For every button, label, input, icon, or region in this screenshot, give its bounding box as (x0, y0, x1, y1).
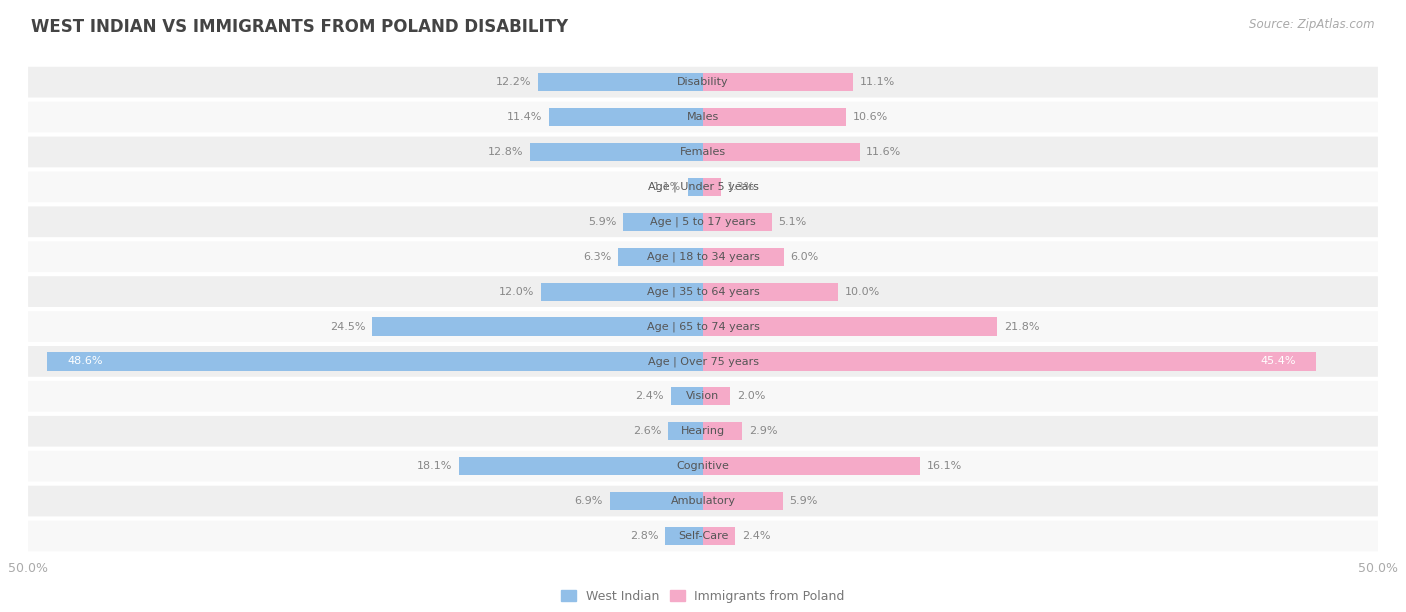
Bar (668, 422, 703, 440)
Text: 10.0%: 10.0% (845, 286, 880, 297)
Bar (623, 213, 703, 231)
Bar (703, 178, 720, 196)
FancyBboxPatch shape (28, 136, 1378, 167)
Text: 6.0%: 6.0% (790, 252, 818, 262)
Legend: West Indian, Immigrants from Poland: West Indian, Immigrants from Poland (557, 584, 849, 608)
Text: 16.1%: 16.1% (927, 461, 962, 471)
Text: 6.9%: 6.9% (575, 496, 603, 506)
Bar (703, 527, 735, 545)
Text: 2.8%: 2.8% (630, 531, 658, 541)
Bar (703, 213, 772, 231)
Bar (703, 248, 785, 266)
Bar (538, 73, 703, 91)
Text: 5.1%: 5.1% (779, 217, 807, 227)
Text: 11.6%: 11.6% (866, 147, 901, 157)
Bar (703, 353, 1316, 370)
Bar (458, 457, 703, 476)
Text: 21.8%: 21.8% (1004, 321, 1039, 332)
Text: Cognitive: Cognitive (676, 461, 730, 471)
FancyBboxPatch shape (28, 171, 1378, 202)
Bar (550, 108, 703, 126)
Text: 12.0%: 12.0% (499, 286, 534, 297)
Bar (671, 387, 703, 405)
Text: Males: Males (688, 112, 718, 122)
FancyBboxPatch shape (28, 241, 1378, 272)
Text: 11.4%: 11.4% (508, 112, 543, 122)
Text: 12.8%: 12.8% (488, 147, 523, 157)
Bar (688, 178, 703, 196)
Text: Age | Over 75 years: Age | Over 75 years (648, 356, 758, 367)
Text: Ambulatory: Ambulatory (671, 496, 735, 506)
Text: 24.5%: 24.5% (330, 321, 366, 332)
Bar (541, 283, 703, 300)
Text: Self-Care: Self-Care (678, 531, 728, 541)
Bar (619, 248, 703, 266)
FancyBboxPatch shape (28, 381, 1378, 412)
Text: Age | 35 to 64 years: Age | 35 to 64 years (647, 286, 759, 297)
Text: Females: Females (681, 147, 725, 157)
Bar (703, 283, 838, 300)
Text: 1.1%: 1.1% (654, 182, 682, 192)
Bar (530, 143, 703, 161)
Bar (703, 108, 846, 126)
Text: 10.6%: 10.6% (853, 112, 889, 122)
Text: 1.3%: 1.3% (727, 182, 755, 192)
Text: Age | 65 to 74 years: Age | 65 to 74 years (647, 321, 759, 332)
Text: 11.1%: 11.1% (859, 77, 894, 87)
Text: 5.9%: 5.9% (789, 496, 818, 506)
Text: 2.0%: 2.0% (737, 391, 765, 401)
Bar (665, 527, 703, 545)
Bar (703, 73, 853, 91)
Bar (373, 318, 703, 335)
Text: Source: ZipAtlas.com: Source: ZipAtlas.com (1250, 18, 1375, 31)
Text: 48.6%: 48.6% (67, 356, 103, 367)
Text: 18.1%: 18.1% (416, 461, 451, 471)
Bar (703, 318, 997, 335)
Bar (610, 492, 703, 510)
Bar (703, 387, 730, 405)
Text: 45.4%: 45.4% (1260, 356, 1295, 367)
FancyBboxPatch shape (28, 311, 1378, 342)
FancyBboxPatch shape (28, 416, 1378, 447)
Text: 2.4%: 2.4% (636, 391, 664, 401)
FancyBboxPatch shape (28, 346, 1378, 377)
Text: Age | 5 to 17 years: Age | 5 to 17 years (650, 217, 756, 227)
Text: 2.4%: 2.4% (742, 531, 770, 541)
Text: 6.3%: 6.3% (583, 252, 612, 262)
Text: Hearing: Hearing (681, 426, 725, 436)
Text: Disability: Disability (678, 77, 728, 87)
FancyBboxPatch shape (28, 521, 1378, 551)
Bar (703, 422, 742, 440)
Bar (703, 457, 921, 476)
FancyBboxPatch shape (28, 451, 1378, 482)
Text: 5.9%: 5.9% (588, 217, 617, 227)
FancyBboxPatch shape (28, 67, 1378, 97)
Text: 2.6%: 2.6% (633, 426, 661, 436)
Text: Vision: Vision (686, 391, 720, 401)
Bar (703, 492, 783, 510)
Text: 12.2%: 12.2% (496, 77, 531, 87)
FancyBboxPatch shape (28, 206, 1378, 237)
Text: 2.9%: 2.9% (749, 426, 778, 436)
FancyBboxPatch shape (28, 102, 1378, 132)
Bar (46, 353, 703, 370)
FancyBboxPatch shape (28, 486, 1378, 517)
Text: WEST INDIAN VS IMMIGRANTS FROM POLAND DISABILITY: WEST INDIAN VS IMMIGRANTS FROM POLAND DI… (31, 18, 568, 36)
Bar (703, 143, 859, 161)
Text: Age | 18 to 34 years: Age | 18 to 34 years (647, 252, 759, 262)
Text: Age | Under 5 years: Age | Under 5 years (648, 182, 758, 192)
FancyBboxPatch shape (28, 276, 1378, 307)
